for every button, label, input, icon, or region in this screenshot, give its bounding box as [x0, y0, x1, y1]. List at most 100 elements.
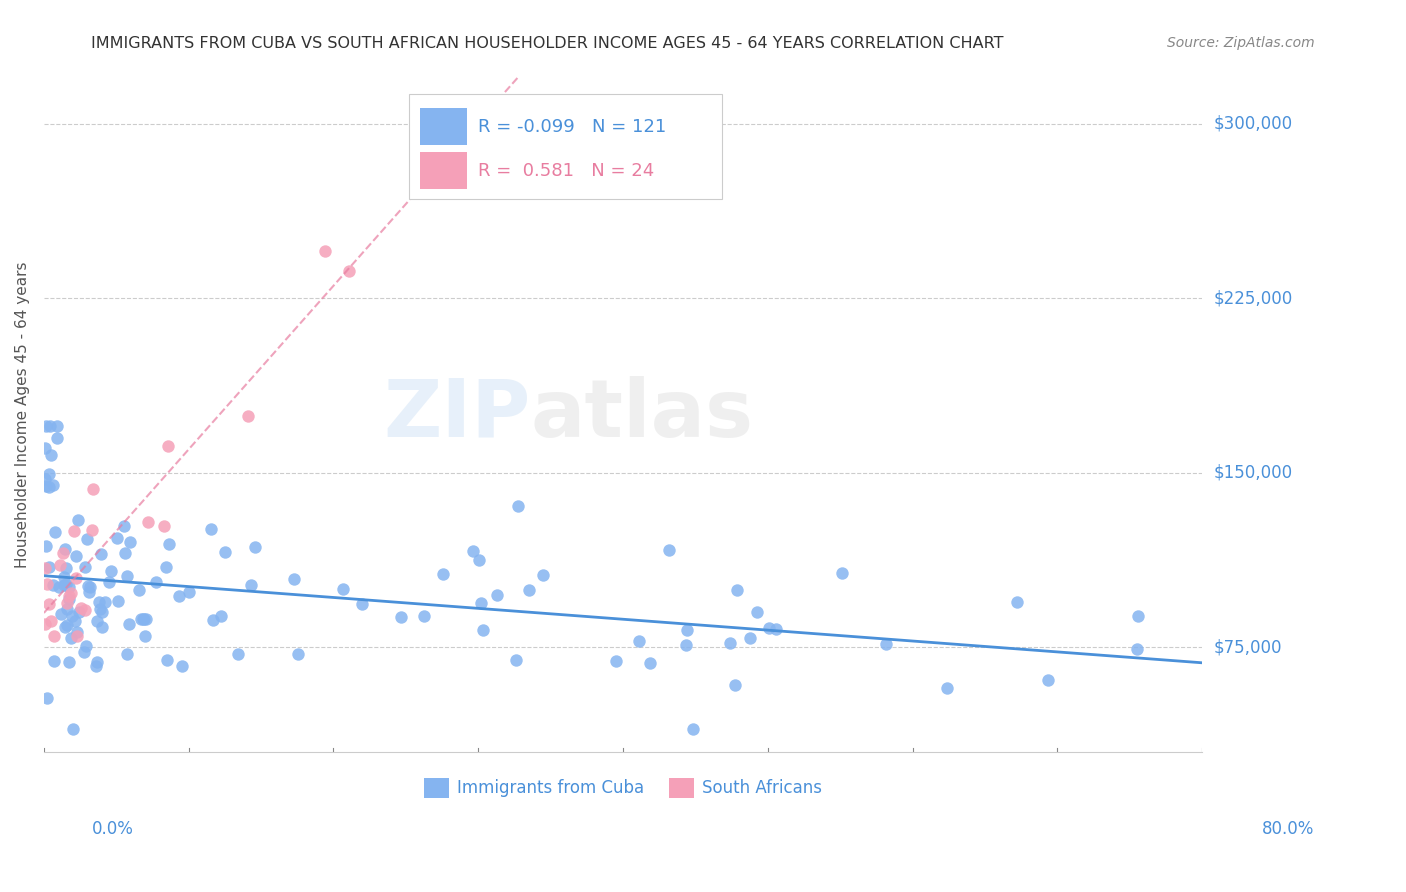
Point [118, 535, 141, 549]
Point [38, 597, 60, 611]
Point [1005, 595, 1028, 609]
Point [60, 608, 83, 623]
Point [86, 615, 108, 629]
Point [240, 578, 263, 592]
Point [134, 629, 156, 643]
Point [75, 639, 97, 653]
Point [129, 612, 152, 626]
Point [35, 478, 58, 492]
Point [432, 566, 454, 581]
Point [202, 613, 225, 627]
Point [69, 600, 91, 615]
Point [58, 580, 80, 594]
Point [243, 540, 266, 554]
Point [87, 594, 110, 608]
Point [39, 614, 62, 628]
Bar [420, 108, 467, 145]
Bar [420, 152, 467, 189]
Point [283, 572, 305, 586]
Point [638, 657, 661, 671]
Point [875, 636, 897, 650]
Point [1036, 673, 1059, 687]
Point [105, 531, 128, 545]
Y-axis label: Householder Income Ages 45 - 64 years: Householder Income Ages 45 - 64 years [15, 261, 30, 568]
Point [470, 596, 492, 610]
Point [177, 584, 200, 599]
Point [53, 569, 76, 583]
Text: Source: ZipAtlas.com: Source: ZipAtlas.com [1167, 36, 1315, 50]
Point [56, 617, 79, 632]
Point [60, 585, 83, 599]
Point [287, 647, 309, 661]
Point [461, 544, 484, 558]
Point [42, 578, 65, 592]
Point [605, 654, 627, 668]
Point [86, 655, 108, 669]
Point [94, 594, 117, 608]
Point [66, 629, 89, 643]
Point [66, 513, 89, 527]
Point [332, 582, 354, 597]
Point [214, 544, 236, 558]
Point [55, 602, 77, 616]
Point [35, 577, 58, 591]
Point [508, 500, 530, 514]
Point [44, 525, 66, 540]
Point [65, 571, 87, 585]
Text: R = -0.099   N = 121: R = -0.099 N = 121 [478, 118, 666, 136]
Point [35, 419, 58, 434]
Legend: Immigrants from Cuba, South Africans: Immigrants from Cuba, South Africans [418, 771, 830, 805]
Point [55, 576, 77, 591]
Text: ZIP: ZIP [384, 376, 530, 454]
Point [112, 518, 135, 533]
Point [84, 659, 107, 673]
Point [505, 653, 527, 667]
Point [226, 647, 249, 661]
Point [765, 622, 787, 636]
Point [738, 631, 761, 645]
Point [58, 589, 80, 603]
Point [58, 655, 80, 669]
Point [34, 472, 56, 486]
Point [412, 609, 434, 624]
Point [153, 519, 176, 533]
Text: $225,000: $225,000 [1213, 290, 1292, 308]
Text: 80.0%: 80.0% [1263, 820, 1315, 838]
Point [936, 681, 959, 695]
Point [718, 636, 741, 650]
Point [107, 593, 129, 607]
Point [352, 597, 374, 611]
Point [34, 442, 56, 456]
Text: $300,000: $300,000 [1213, 115, 1292, 133]
Point [132, 612, 155, 626]
Point [39, 448, 62, 462]
Point [49, 607, 72, 622]
Point [52, 577, 75, 591]
Point [517, 582, 540, 597]
Point [44, 629, 66, 643]
Point [91, 605, 114, 619]
Point [56, 596, 79, 610]
Point [79, 580, 101, 594]
Point [44, 655, 66, 669]
Point [75, 603, 97, 617]
Point [211, 608, 233, 623]
Point [66, 625, 89, 640]
Point [658, 542, 681, 557]
Point [77, 579, 100, 593]
Point [58, 592, 80, 607]
Point [38, 467, 60, 481]
Point [53, 542, 76, 557]
Point [59, 631, 82, 645]
Point [62, 722, 84, 736]
Point [42, 478, 65, 492]
Point [89, 602, 111, 616]
Point [114, 546, 136, 560]
Point [724, 678, 747, 692]
Point [35, 539, 58, 553]
Point [486, 588, 509, 602]
FancyBboxPatch shape [409, 95, 721, 199]
Text: R =  0.581   N = 24: R = 0.581 N = 24 [478, 161, 655, 179]
Point [128, 583, 150, 598]
Point [48, 581, 70, 595]
